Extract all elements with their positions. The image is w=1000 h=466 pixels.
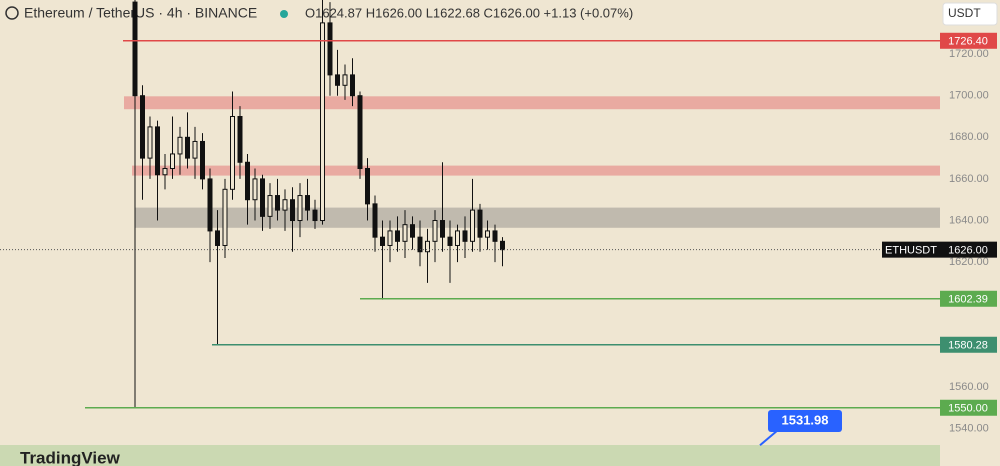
status-dot	[280, 10, 288, 18]
candle-body	[492, 230, 498, 242]
candle-body	[342, 74, 348, 86]
candle-body	[237, 116, 243, 163]
candle-body	[380, 236, 385, 246]
candle-body	[192, 140, 198, 159]
candle-body	[297, 195, 303, 222]
candle-body	[320, 22, 325, 222]
candle-body	[387, 230, 393, 246]
currency-button[interactable]	[942, 2, 998, 26]
zone	[132, 165, 940, 176]
price-level-label: 1580.28	[948, 340, 988, 352]
last-price-name-badge	[882, 241, 940, 258]
candle-body	[275, 195, 280, 211]
last-price-name: ETHUSDT	[885, 245, 937, 257]
candle-body	[147, 126, 153, 159]
candle-body	[267, 195, 273, 217]
candle-body	[432, 220, 438, 242]
candle-body	[140, 95, 145, 159]
candle-body	[462, 230, 468, 242]
candle-body	[477, 209, 483, 238]
candle-body	[425, 240, 430, 253]
y-tick-label: 1700.00	[949, 90, 989, 102]
price-level-label: 1602.39	[948, 294, 988, 306]
candle-body	[357, 95, 363, 170]
candle-body	[177, 136, 183, 155]
candle-body	[305, 195, 310, 211]
price-level-badge	[940, 290, 997, 307]
candle-body	[447, 236, 453, 246]
candle-body	[200, 140, 205, 180]
candle-body	[417, 236, 423, 253]
candle-body	[410, 224, 415, 238]
candle-body	[230, 116, 235, 190]
candle-body	[290, 199, 295, 222]
candle-body	[260, 178, 265, 217]
price-level-badge	[940, 32, 997, 49]
candle-body	[350, 74, 355, 97]
candle-body	[372, 203, 378, 238]
candle-body	[402, 224, 408, 242]
candle-body	[155, 126, 160, 176]
callout-box	[768, 410, 842, 432]
price-level-badge	[940, 336, 997, 353]
y-tick-label: 1540.00	[949, 422, 989, 434]
callout-pointer	[759, 429, 779, 447]
candle-body	[440, 220, 445, 238]
last-price-label: 1626.00	[948, 245, 988, 257]
footer-band	[0, 445, 940, 466]
candle-body	[207, 178, 213, 232]
callout-label: 1531.98	[782, 412, 829, 427]
candle-body	[335, 74, 340, 86]
candle-body	[485, 230, 490, 238]
candle-body	[162, 168, 168, 176]
candle-body	[215, 230, 220, 246]
candle-body	[365, 168, 370, 205]
candle-body	[395, 230, 400, 242]
price-level-badge	[940, 399, 997, 416]
candle-body	[252, 178, 258, 201]
y-tick-label: 1620.00	[949, 256, 989, 268]
candle-body	[222, 188, 228, 246]
candle-body	[170, 153, 175, 170]
candle-body	[132, 1, 138, 97]
price-level-label: 1726.40	[948, 36, 988, 48]
zone	[124, 96, 940, 110]
candle-body	[245, 161, 250, 201]
candle-body	[327, 22, 333, 76]
candle-body	[500, 240, 505, 251]
currency-label[interactable]: USDT	[948, 6, 981, 20]
y-tick-label: 1640.00	[949, 214, 989, 226]
y-tick-label: 1720.00	[949, 48, 989, 60]
candle-body	[312, 209, 318, 222]
symbol-icon	[5, 6, 19, 20]
symbol-title: Ethereum / TetherUS · 4h · BINANCE	[24, 5, 257, 21]
brand-logo: TradingView	[20, 448, 121, 466]
candle-body	[455, 230, 460, 246]
candle-body	[282, 199, 288, 211]
price-level-label: 1550.00	[948, 403, 988, 415]
zone	[135, 207, 940, 228]
last-price-badge	[940, 241, 997, 258]
ohlc-text: O1624.87 H1626.00 L1622.68 C1626.00 +1.1…	[305, 5, 633, 20]
candle-body	[470, 209, 475, 242]
y-tick-label: 1560.00	[949, 381, 989, 393]
candle-body	[185, 136, 190, 159]
y-tick-label: 1660.00	[949, 173, 989, 185]
y-tick-label: 1680.00	[949, 131, 989, 143]
